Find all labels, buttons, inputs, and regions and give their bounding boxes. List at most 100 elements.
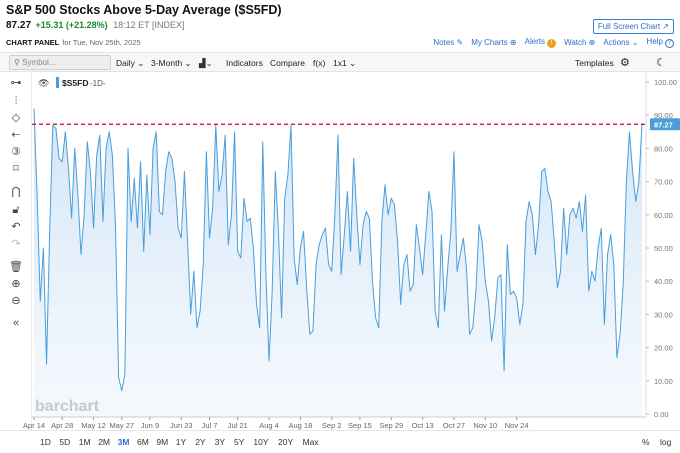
range-button-3m[interactable]: 3M [117, 437, 130, 447]
fibonacci-icon[interactable]: ③ [11, 146, 21, 158]
shape-icon[interactable]: ◇ [11, 112, 21, 124]
edit-icon: ✎ [456, 38, 464, 47]
x-tick-label: Jul 7 [202, 421, 218, 430]
y-axis: 0.00 10.00 20.00 30.00 40.00 50.00 60.00 70.00 8… [646, 78, 680, 419]
zoom-out-icon[interactable]: ⊖ [11, 295, 21, 307]
magnet-icon[interactable]: ⋂ [11, 186, 21, 198]
compare-button[interactable]: Compare [270, 58, 305, 68]
chart-toolbar: ⚲ Symbol... Daily ⌄ 3-Month ⌄ ▟⌄ Indicat… [0, 52, 680, 72]
layout-dropdown[interactable]: 1x1 ⌄ [333, 58, 357, 68]
x-tick-label: Oct 13 [412, 421, 434, 430]
x-tick-label: Apr 28 [51, 421, 73, 430]
arrow-icon[interactable]: ⇠ [11, 129, 21, 141]
drawing-toolbar: ⊶ ⫶ ◇ ⇠ ③ ⌑ ⋂ 🔓︎ ↶ ↷ 🗑︎ ⊕ ⊖ « [0, 72, 32, 430]
actions-label: Actions [603, 38, 630, 47]
chevron-down-icon: ⌄ [631, 38, 639, 47]
help-icon: ? [665, 39, 674, 48]
x-tick-label: Nov 10 [473, 421, 497, 430]
chart-panel-date: for Tue, Nov 25th, 2025 [62, 38, 141, 47]
indicators-button[interactable]: Indicators [226, 58, 263, 68]
x-tick-label: Aug 4 [259, 421, 279, 430]
legend-interval: -1D- [90, 79, 106, 88]
x-tick-label: May 12 [81, 421, 106, 430]
help-link[interactable]: Help? [647, 37, 674, 48]
y-tick-label: 70.00 [654, 178, 673, 187]
range-button-3y[interactable]: 3Y [214, 437, 225, 447]
notes-label: Notes [433, 38, 455, 47]
quote-time: 18:12 ET [INDEX] [113, 20, 185, 30]
area-path [34, 108, 642, 417]
text-icon[interactable]: ⌑ [13, 163, 19, 175]
legend-symbol: $S5FD [62, 78, 88, 88]
trash-icon[interactable]: 🗑︎ [9, 261, 23, 273]
area-fill [34, 108, 642, 417]
range-button-10y[interactable]: 10Y [253, 437, 269, 447]
y-tick-label: 90.00 [654, 111, 673, 120]
full-screen-chart-button[interactable]: Full Screen Chart ↗ [592, 19, 674, 34]
my-charts-link[interactable]: My Charts ⊕ [471, 38, 516, 47]
range-button-2y[interactable]: 2Y [195, 437, 206, 447]
range-button-9m[interactable]: 9M [156, 437, 169, 447]
search-icon: ⚲ [14, 58, 20, 67]
function-button[interactable]: f(x) [313, 58, 326, 68]
gear-icon[interactable]: ⚙ [620, 57, 630, 69]
x-tick-label: Jun 9 [141, 421, 159, 430]
y-tick-label: 50.00 [654, 244, 673, 253]
help-label: Help [646, 37, 663, 46]
range-button-20y[interactable]: 20Y [278, 437, 294, 447]
chart-panel-title: CHART PANEL [6, 38, 60, 47]
dark-mode-icon[interactable]: ☾ [656, 57, 666, 69]
y-tick-label: 20.00 [654, 344, 673, 353]
x-tick-label: Aug 18 [289, 421, 313, 430]
chart-type-dropdown[interactable]: ▟⌄ [199, 58, 213, 68]
eye-icon[interactable]: 👁︎ [38, 78, 49, 88]
x-axis: Apr 14 Apr 28 May 12 May 27 Jun 9 Jun 23 Jul 7… [23, 416, 646, 430]
chart-svg[interactable]: barchart 0.00 10.00 20.00 30.00 40.00 50.00 60… [0, 72, 680, 430]
redo-icon[interactable]: ↷ [11, 238, 21, 250]
barchart-watermark: barchart [35, 398, 100, 415]
templates-button[interactable]: Templates [575, 58, 614, 68]
zoom-in-icon[interactable]: ⊕ [11, 278, 21, 290]
series-line [33, 108, 643, 392]
y-tick-label: 10.00 [654, 377, 673, 386]
alerts-label: Alerts [524, 37, 546, 46]
range-button-1m[interactable]: 1M [78, 437, 91, 447]
trendline-icon[interactable]: ⫶ [14, 95, 18, 107]
plus-circle-icon: ⊕ [509, 38, 517, 47]
header-links: Notes ✎ My Charts ⊕ Alerts! Watch ⊕ Acti… [433, 37, 674, 48]
watch-link[interactable]: Watch ⊕ [564, 38, 595, 47]
range-button-1y[interactable]: 1Y [175, 437, 187, 447]
range-button-5d[interactable]: 5D [59, 437, 71, 447]
range-button-5y[interactable]: 5Y [234, 437, 245, 447]
alerts-link[interactable]: Alerts! [524, 37, 557, 48]
x-tick-label: Sep 29 [379, 421, 403, 430]
collapse-icon[interactable]: « [12, 317, 20, 329]
range-button-1d[interactable]: 1D [40, 437, 51, 447]
y-tick-label: 100.00 [654, 78, 677, 87]
period-dropdown[interactable]: 3-Month ⌄ [151, 58, 192, 68]
alert-icon: ! [547, 39, 557, 48]
x-tick-label: Apr 14 [23, 421, 45, 430]
quote-line: 87.27 +15.31 (+21.28%) 18:12 ET [INDEX] [6, 20, 185, 31]
undo-icon[interactable]: ↶ [11, 221, 21, 233]
notes-link[interactable]: Notes ✎ [433, 38, 463, 47]
symbol-input[interactable]: ⚲ Symbol... [9, 55, 111, 70]
x-tick-label: Oct 27 [443, 421, 465, 430]
crosshair-icon[interactable]: ⊶ [10, 77, 22, 89]
range-button-max[interactable]: Max [302, 437, 319, 447]
lock-icon[interactable]: 🔓︎ [12, 204, 20, 216]
x-tick-label: Jun 23 [170, 421, 193, 430]
range-button-2m[interactable]: 2M [98, 437, 110, 447]
x-tick-label: Jul 21 [228, 421, 248, 430]
y-tick-label: 30.00 [654, 310, 673, 319]
y-tick-label: 80.00 [654, 144, 673, 153]
interval-dropdown[interactable]: Daily ⌄ [116, 58, 145, 68]
actions-menu[interactable]: Actions ⌄ [603, 38, 638, 47]
line-path [33, 108, 643, 392]
series-legend: 👁︎ $S5FD -1D- [38, 77, 106, 88]
range-button-6m[interactable]: 6M [137, 437, 149, 447]
price-change: +15.31 (+21.28%) [35, 20, 108, 30]
log-scale-toggle[interactable]: log [660, 437, 672, 447]
y-tick-label: 60.00 [654, 211, 673, 220]
percent-scale-toggle[interactable]: % [642, 437, 650, 447]
